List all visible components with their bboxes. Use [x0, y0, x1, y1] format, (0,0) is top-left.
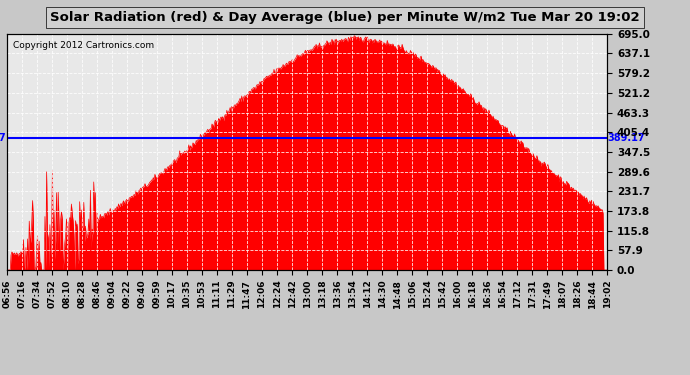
Text: Copyright 2012 Cartronics.com: Copyright 2012 Cartronics.com: [13, 41, 154, 50]
Text: Solar Radiation (red) & Day Average (blue) per Minute W/m2 Tue Mar 20 19:02: Solar Radiation (red) & Day Average (blu…: [50, 11, 640, 24]
Text: 389.17: 389.17: [608, 133, 645, 143]
Text: 389.17: 389.17: [0, 133, 6, 143]
